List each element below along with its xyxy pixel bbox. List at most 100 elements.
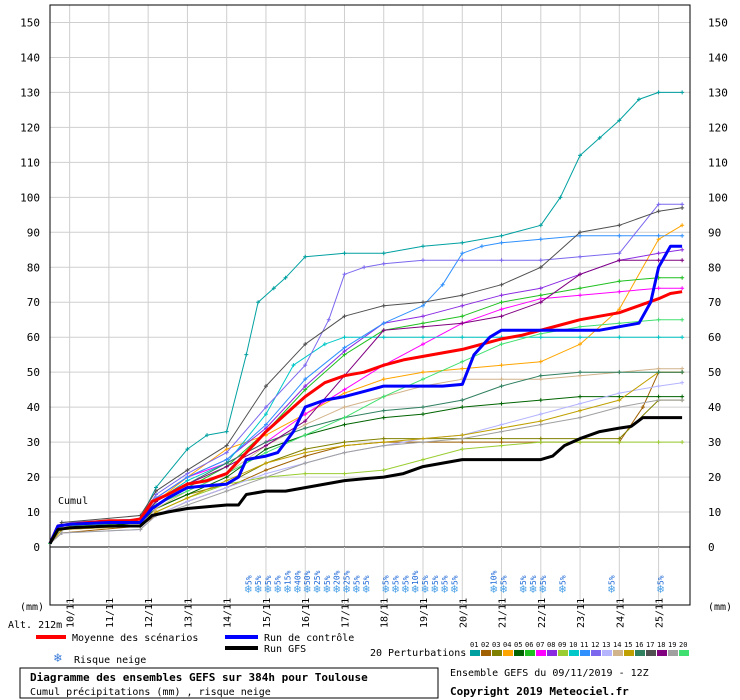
perturbation-line-16-point <box>421 405 426 410</box>
snow-risk-label: 5% <box>499 575 508 585</box>
perturbation-line-10-point <box>460 335 465 340</box>
y-tick-label: 40 <box>708 401 721 414</box>
y-tick-label: 80 <box>27 261 40 274</box>
perturbation-line-11-point <box>303 377 308 382</box>
snow-risk-label: 5% <box>382 575 391 585</box>
perturbation-swatch <box>536 650 546 656</box>
perturbation-line-08-point <box>538 286 543 291</box>
x-tick-label: 23/11 <box>576 598 587 628</box>
perturbation-number: 04 <box>503 641 511 649</box>
snow-risk-label: 5% <box>441 575 450 585</box>
perturbation-line-19-point <box>342 450 347 455</box>
perturbation-line-20-point <box>578 324 583 329</box>
perturbation-line-01-point <box>283 275 288 280</box>
perturbation-line-07-point <box>680 286 685 291</box>
legend-snow-label: Risque neige <box>74 655 146 666</box>
snow-risk-label: 5% <box>431 575 440 585</box>
perturbation-line-06-point <box>421 321 426 326</box>
perturbation-line-11-point <box>460 251 465 256</box>
perturbation-line-18-point <box>224 464 229 469</box>
perturbation-line-19-point <box>460 436 465 441</box>
snowflake-icon: ❄ <box>529 582 536 596</box>
perturbation-line-05-point <box>680 394 685 399</box>
perturbation-line-10-point <box>322 342 327 347</box>
perturbation-line-04-point <box>656 237 661 242</box>
perturbation-line-03-point <box>538 436 543 441</box>
snowflake-icon: ❄ <box>264 582 271 596</box>
perturbation-swatches: 01 02 03 04 05 06 07 08 09 10 11 12 13 14 15 16 17 18 19 20 <box>470 641 689 656</box>
perturbation-number: 15 <box>624 641 632 649</box>
perturbation-line-01-point <box>224 429 229 434</box>
perturbation-line-12-point <box>326 317 331 322</box>
perturbation-line-20-point <box>656 317 661 322</box>
perturbation-line-20-point <box>421 377 426 382</box>
perturbation-line-18-point <box>656 258 661 263</box>
y-axis-right-ticks: 0 10 20 30 40 50 60 70 80 90 100 110 120 130 140 150 <box>708 16 728 554</box>
perturbation-line-10-point <box>381 335 386 340</box>
y-tick-label: 140 <box>708 51 728 64</box>
y-tick-label: 60 <box>27 331 40 344</box>
perturbation-line-18-point <box>421 324 426 329</box>
y-tick-label: 110 <box>20 156 40 169</box>
perturbation-line-20-point <box>263 450 268 455</box>
perturbation-line-12-point <box>303 363 308 368</box>
perturbation-line-04-point <box>578 342 583 347</box>
perturbation-line-11-point <box>578 233 583 238</box>
legend-gfs-label: Run GFS <box>264 644 306 655</box>
perturbation-line-05-point <box>185 492 190 497</box>
perturbation-line-17-point <box>185 468 190 473</box>
perturbation-line-18-point <box>460 321 465 326</box>
perturbation-line-20-point <box>460 359 465 364</box>
snowflake-icon: ❄ <box>343 582 350 596</box>
x-tick-label: 16/11 <box>301 598 312 628</box>
perturbation-line-18-point <box>538 300 543 305</box>
perturbation-line-17 <box>49 207 683 544</box>
perturbation-line-07-point <box>421 342 426 347</box>
unit-label-right: (mm) <box>708 602 732 613</box>
perturbation-line-07-point <box>303 412 308 417</box>
perturbation-line-12-point <box>680 202 685 207</box>
perturbation-line-11-point <box>440 282 445 287</box>
perturbation-line-01-point <box>558 195 563 200</box>
perturbation-line-14-point <box>680 366 685 371</box>
snowflake-icon: ❄ <box>608 582 615 596</box>
x-tick-label: 20/11 <box>458 598 469 628</box>
y-tick-label: 70 <box>708 296 721 309</box>
perturbation-line-05-point <box>656 394 661 399</box>
perturbation-line-14-point <box>303 422 308 427</box>
perturbation-line-20-point <box>185 489 190 494</box>
y-tick-label: 80 <box>708 261 721 274</box>
y-tick-label: 10 <box>708 506 721 519</box>
perturbation-line-09-point <box>578 440 583 445</box>
perturbation-line-15-point <box>224 478 229 483</box>
perturbation-line-03-point <box>303 447 308 452</box>
y-tick-label: 130 <box>708 86 728 99</box>
x-tick-label: 12/11 <box>144 598 155 628</box>
snowflake-icon: ❄ <box>500 582 507 596</box>
perturbation-line-11-point <box>381 321 386 326</box>
perturbation-line-19-point <box>224 489 229 494</box>
perturbation-line-17-point <box>499 282 504 287</box>
perturbation-line-01-point <box>381 251 386 256</box>
perturbation-line-08-point <box>656 251 661 256</box>
x-tick-label: 24/11 <box>615 598 626 628</box>
perturbation-line-05-point <box>381 415 386 420</box>
perturbation-line-18-point <box>381 328 386 333</box>
perturbation-line-19-point <box>138 527 143 532</box>
perturbation-line-19-point <box>499 429 504 434</box>
perturbation-line-11-point <box>185 475 190 480</box>
perturbation-number: 09 <box>558 641 566 649</box>
altitude-label: Alt. 212m <box>8 620 62 631</box>
snow-panel-gridlines <box>69 547 660 605</box>
perturbation-line-17-point <box>421 300 426 305</box>
y-tick-label: 30 <box>27 436 40 449</box>
perturbation-line-17-point <box>224 443 229 448</box>
perturbation-line-01-point <box>303 254 308 259</box>
perturbation-line-18-point <box>617 258 622 263</box>
snowflake-icon: ❄ <box>304 582 311 596</box>
perturbation-number: 02 <box>481 641 489 649</box>
perturbation-line-11-point <box>479 244 484 249</box>
perturbation-line-19-point <box>185 503 190 508</box>
perturbation-line-01-point <box>460 240 465 245</box>
perturbation-number: 13 <box>602 641 610 649</box>
